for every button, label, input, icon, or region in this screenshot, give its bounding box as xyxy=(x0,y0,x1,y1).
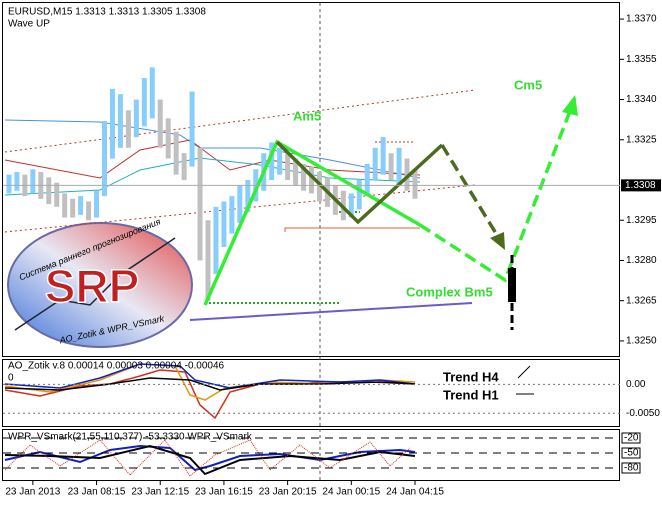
current-price-box xyxy=(621,179,661,192)
price-bar xyxy=(6,174,12,194)
price-bar xyxy=(380,137,386,175)
price-bar xyxy=(157,99,163,148)
price-bar xyxy=(229,196,235,234)
tick-box xyxy=(621,462,641,474)
wpr-label: WPR_VSmark(21,55,110,377) -53.3330 WPR_V… xyxy=(8,432,253,443)
price-bar xyxy=(62,193,68,218)
price-bar xyxy=(301,163,307,191)
price-bar xyxy=(293,158,299,186)
price-bar xyxy=(14,171,20,191)
y-tick-label: 1.3250 xyxy=(626,336,657,347)
price-bar xyxy=(30,169,36,194)
ao-lines xyxy=(4,363,416,420)
price-bar xyxy=(237,185,243,223)
current-price-label: 1.3308 xyxy=(625,180,656,191)
wave-drawing xyxy=(203,95,578,306)
forecast-candle xyxy=(508,255,516,330)
y-tick-label: -50 xyxy=(624,448,639,459)
price-bar xyxy=(213,206,219,274)
price-bar xyxy=(245,180,251,213)
y-tick-label: 1.3295 xyxy=(626,215,657,226)
price-bar xyxy=(173,131,179,175)
y-tick-label: -80 xyxy=(624,463,639,474)
price-bar xyxy=(165,118,171,159)
x-tick-label: 23 Jan 20:15 xyxy=(259,487,317,498)
price-bar xyxy=(117,94,123,148)
price-bar xyxy=(70,198,76,218)
price-bar xyxy=(109,88,115,159)
annotation: Am5 xyxy=(293,108,321,123)
x-tick-label: 24 Jan 00:15 xyxy=(322,487,380,498)
price-bar xyxy=(285,153,291,180)
frames xyxy=(2,2,620,481)
y-tick-label: 1.3280 xyxy=(626,255,657,266)
x-tick-label: 23 Jan 16:15 xyxy=(195,487,253,498)
price-bar xyxy=(309,166,314,194)
price-bar xyxy=(277,147,283,175)
trend-arrow xyxy=(517,365,531,379)
indicator-name: Wave UP xyxy=(8,19,50,30)
price-bar xyxy=(221,201,227,248)
y-tick-label: 1.3370 xyxy=(626,14,657,25)
price-bar xyxy=(133,99,139,138)
price-bar xyxy=(54,182,60,207)
y-tick-label: 1.3265 xyxy=(626,295,657,306)
price-bar xyxy=(205,220,211,301)
symbol-line: EURUSD,M15 1.3313 1.3313 1.3305 1.3308 xyxy=(8,7,206,18)
price-bar xyxy=(388,153,394,180)
trend-label: Trend H4 xyxy=(443,369,499,384)
y-tick-label: -20 xyxy=(624,433,639,444)
tick-box xyxy=(621,432,641,444)
tick-box xyxy=(621,447,641,459)
x-tick-label: 23 Jan 12:15 xyxy=(131,487,189,498)
price-bar xyxy=(404,158,410,191)
price-bar xyxy=(396,147,402,186)
y-tick-label: 1.3340 xyxy=(626,94,657,105)
price-bar xyxy=(94,190,100,218)
x-tick-label: 24 Jan 04:15 xyxy=(386,487,444,498)
logo-title: SRP xyxy=(45,260,140,312)
price-bar xyxy=(46,177,52,205)
price-bar xyxy=(197,147,203,261)
price-bar xyxy=(348,193,354,218)
price-bar xyxy=(316,171,322,202)
price-bar xyxy=(149,67,155,119)
price-bar xyxy=(364,163,370,197)
price-bar xyxy=(141,78,147,127)
price-bar xyxy=(181,153,187,180)
y-tick-label: 1.3355 xyxy=(626,54,657,65)
x-tick-label: 23 Jan 2013 xyxy=(5,487,60,498)
y-tick-label: -0.0050 xyxy=(626,408,660,419)
trend-label: Trend H1 xyxy=(443,387,499,402)
ao-label: AO_Zotik v.8 0.00014 0.00003 0.00004 -0.… xyxy=(8,361,225,372)
annotation: Cm5 xyxy=(514,77,542,92)
price-bar xyxy=(412,169,418,199)
logo: SRP Система раннего прогнозирования AO_Z… xyxy=(7,216,193,348)
y-tick-label: 0.00 xyxy=(626,379,646,390)
price-bar xyxy=(269,142,275,180)
ao-zero: 0 xyxy=(8,373,14,384)
price-bar xyxy=(356,180,362,210)
price-bar xyxy=(372,147,378,180)
price-bar xyxy=(86,201,92,221)
annotation: Complex Bm5 xyxy=(406,284,493,299)
y-tick-label: 1.3325 xyxy=(626,134,657,145)
x-tick-label: 23 Jan 08:15 xyxy=(68,487,126,498)
axes: 1.3370 1.3355 1.3340 1.3325 1.3295 1.3280 1.32… xyxy=(3,14,661,498)
price-bar xyxy=(189,91,195,167)
price-bar xyxy=(102,121,108,197)
price-bar xyxy=(125,110,131,148)
price-bar xyxy=(78,196,84,215)
